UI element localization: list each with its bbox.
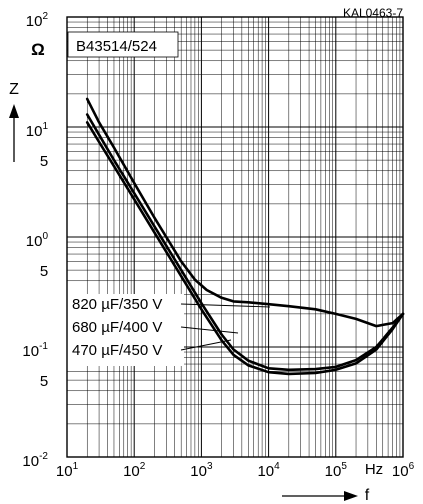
tick-labels: 101 102 103 104 105 106 102 101 100 10-1 10-2 5 5 5 xyxy=(22,11,414,480)
y-axis-arrow xyxy=(9,104,19,162)
series-line-3 xyxy=(85,121,405,376)
legend-label: 470 µF/450 V xyxy=(72,342,162,359)
series-line-2 xyxy=(85,113,405,372)
legend-leader-line xyxy=(180,326,239,334)
y-tick-label: 102 xyxy=(26,11,49,30)
x-axis-arrow xyxy=(282,491,358,501)
part-number-box xyxy=(67,31,179,58)
y-minor-tick-label: 5 xyxy=(40,153,48,170)
y-minor-tick-label: 5 xyxy=(40,373,48,390)
plot-frame xyxy=(66,16,404,458)
series-line-1 xyxy=(85,97,405,328)
legend-label: 820 µF/350 V xyxy=(72,296,162,313)
x-tick-label: 105 xyxy=(325,461,348,480)
y-unit: Ω xyxy=(31,40,45,59)
reference-code: KAL0463-7 xyxy=(343,6,403,20)
legend-box xyxy=(66,294,184,366)
x-tick-label: 101 xyxy=(56,461,79,480)
y-tick-label: 10-1 xyxy=(22,341,48,360)
x-unit: Hz xyxy=(365,461,383,478)
curves xyxy=(85,97,405,376)
y-axis-label: Z xyxy=(9,81,19,98)
x-tick-label: 103 xyxy=(190,461,213,480)
x-tick-label: 102 xyxy=(123,461,146,480)
x-tick-label: 104 xyxy=(257,461,280,480)
y-minor-tick-label: 5 xyxy=(40,263,48,280)
x-axis-label: f xyxy=(365,487,370,504)
plot-border xyxy=(66,16,404,458)
legend-leader-line xyxy=(180,303,271,308)
y-tick-label: 10-2 xyxy=(22,451,48,470)
y-tick-label: 101 xyxy=(26,121,49,140)
legend: 820 µF/350 V 680 µF/400 V 470 µF/450 V xyxy=(72,296,271,359)
grid xyxy=(67,17,403,457)
x-tick-label: 106 xyxy=(392,461,415,480)
y-tick-label: 100 xyxy=(26,231,49,250)
legend-label: 680 µF/400 V xyxy=(72,319,162,336)
legend-leader-line xyxy=(180,339,232,351)
part-number: B43514/524 xyxy=(76,38,157,55)
